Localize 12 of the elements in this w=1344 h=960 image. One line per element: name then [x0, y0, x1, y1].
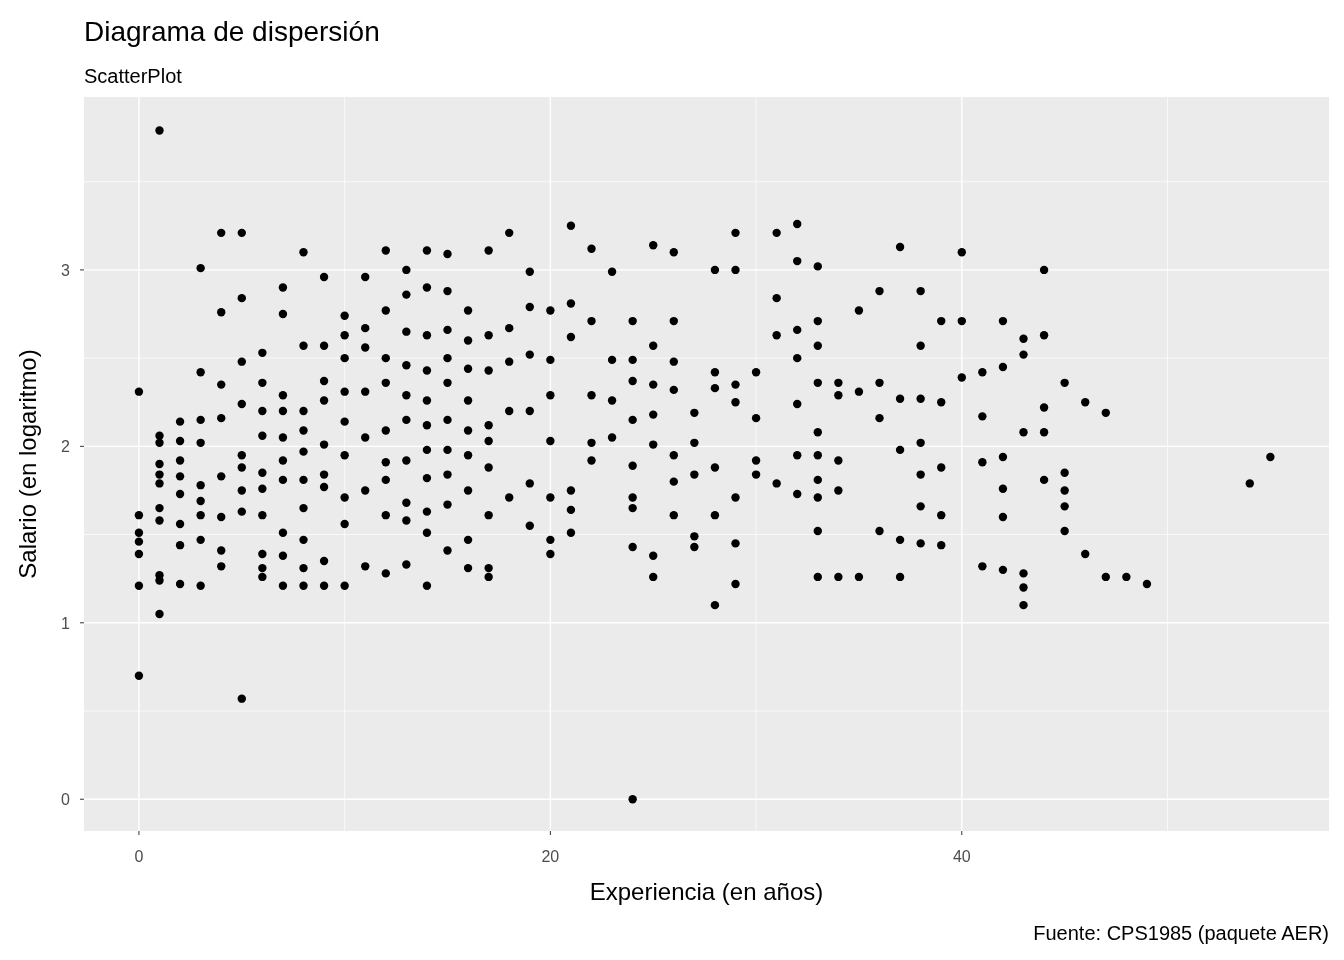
y-axis-title: Salario (en logaritmo)	[14, 349, 41, 579]
y-tick-label: 0	[61, 791, 71, 809]
y-tick-label: 1	[61, 614, 71, 632]
chart-title: Diagrama de dispersión	[84, 16, 380, 47]
x-tick-label: 0	[134, 848, 144, 865]
y-tick-label: 3	[61, 261, 71, 279]
x-tick-label: 20	[541, 848, 560, 865]
y-tick-label: 2	[61, 438, 71, 456]
source-note: Fuente: CPS1985 (paquete AER)	[1033, 922, 1329, 944]
x-axis-title: Experiencia (en años)	[589, 878, 824, 905]
chart-subtitle: ScatterPlot	[84, 65, 183, 87]
x-tick-label: 40	[952, 848, 971, 865]
